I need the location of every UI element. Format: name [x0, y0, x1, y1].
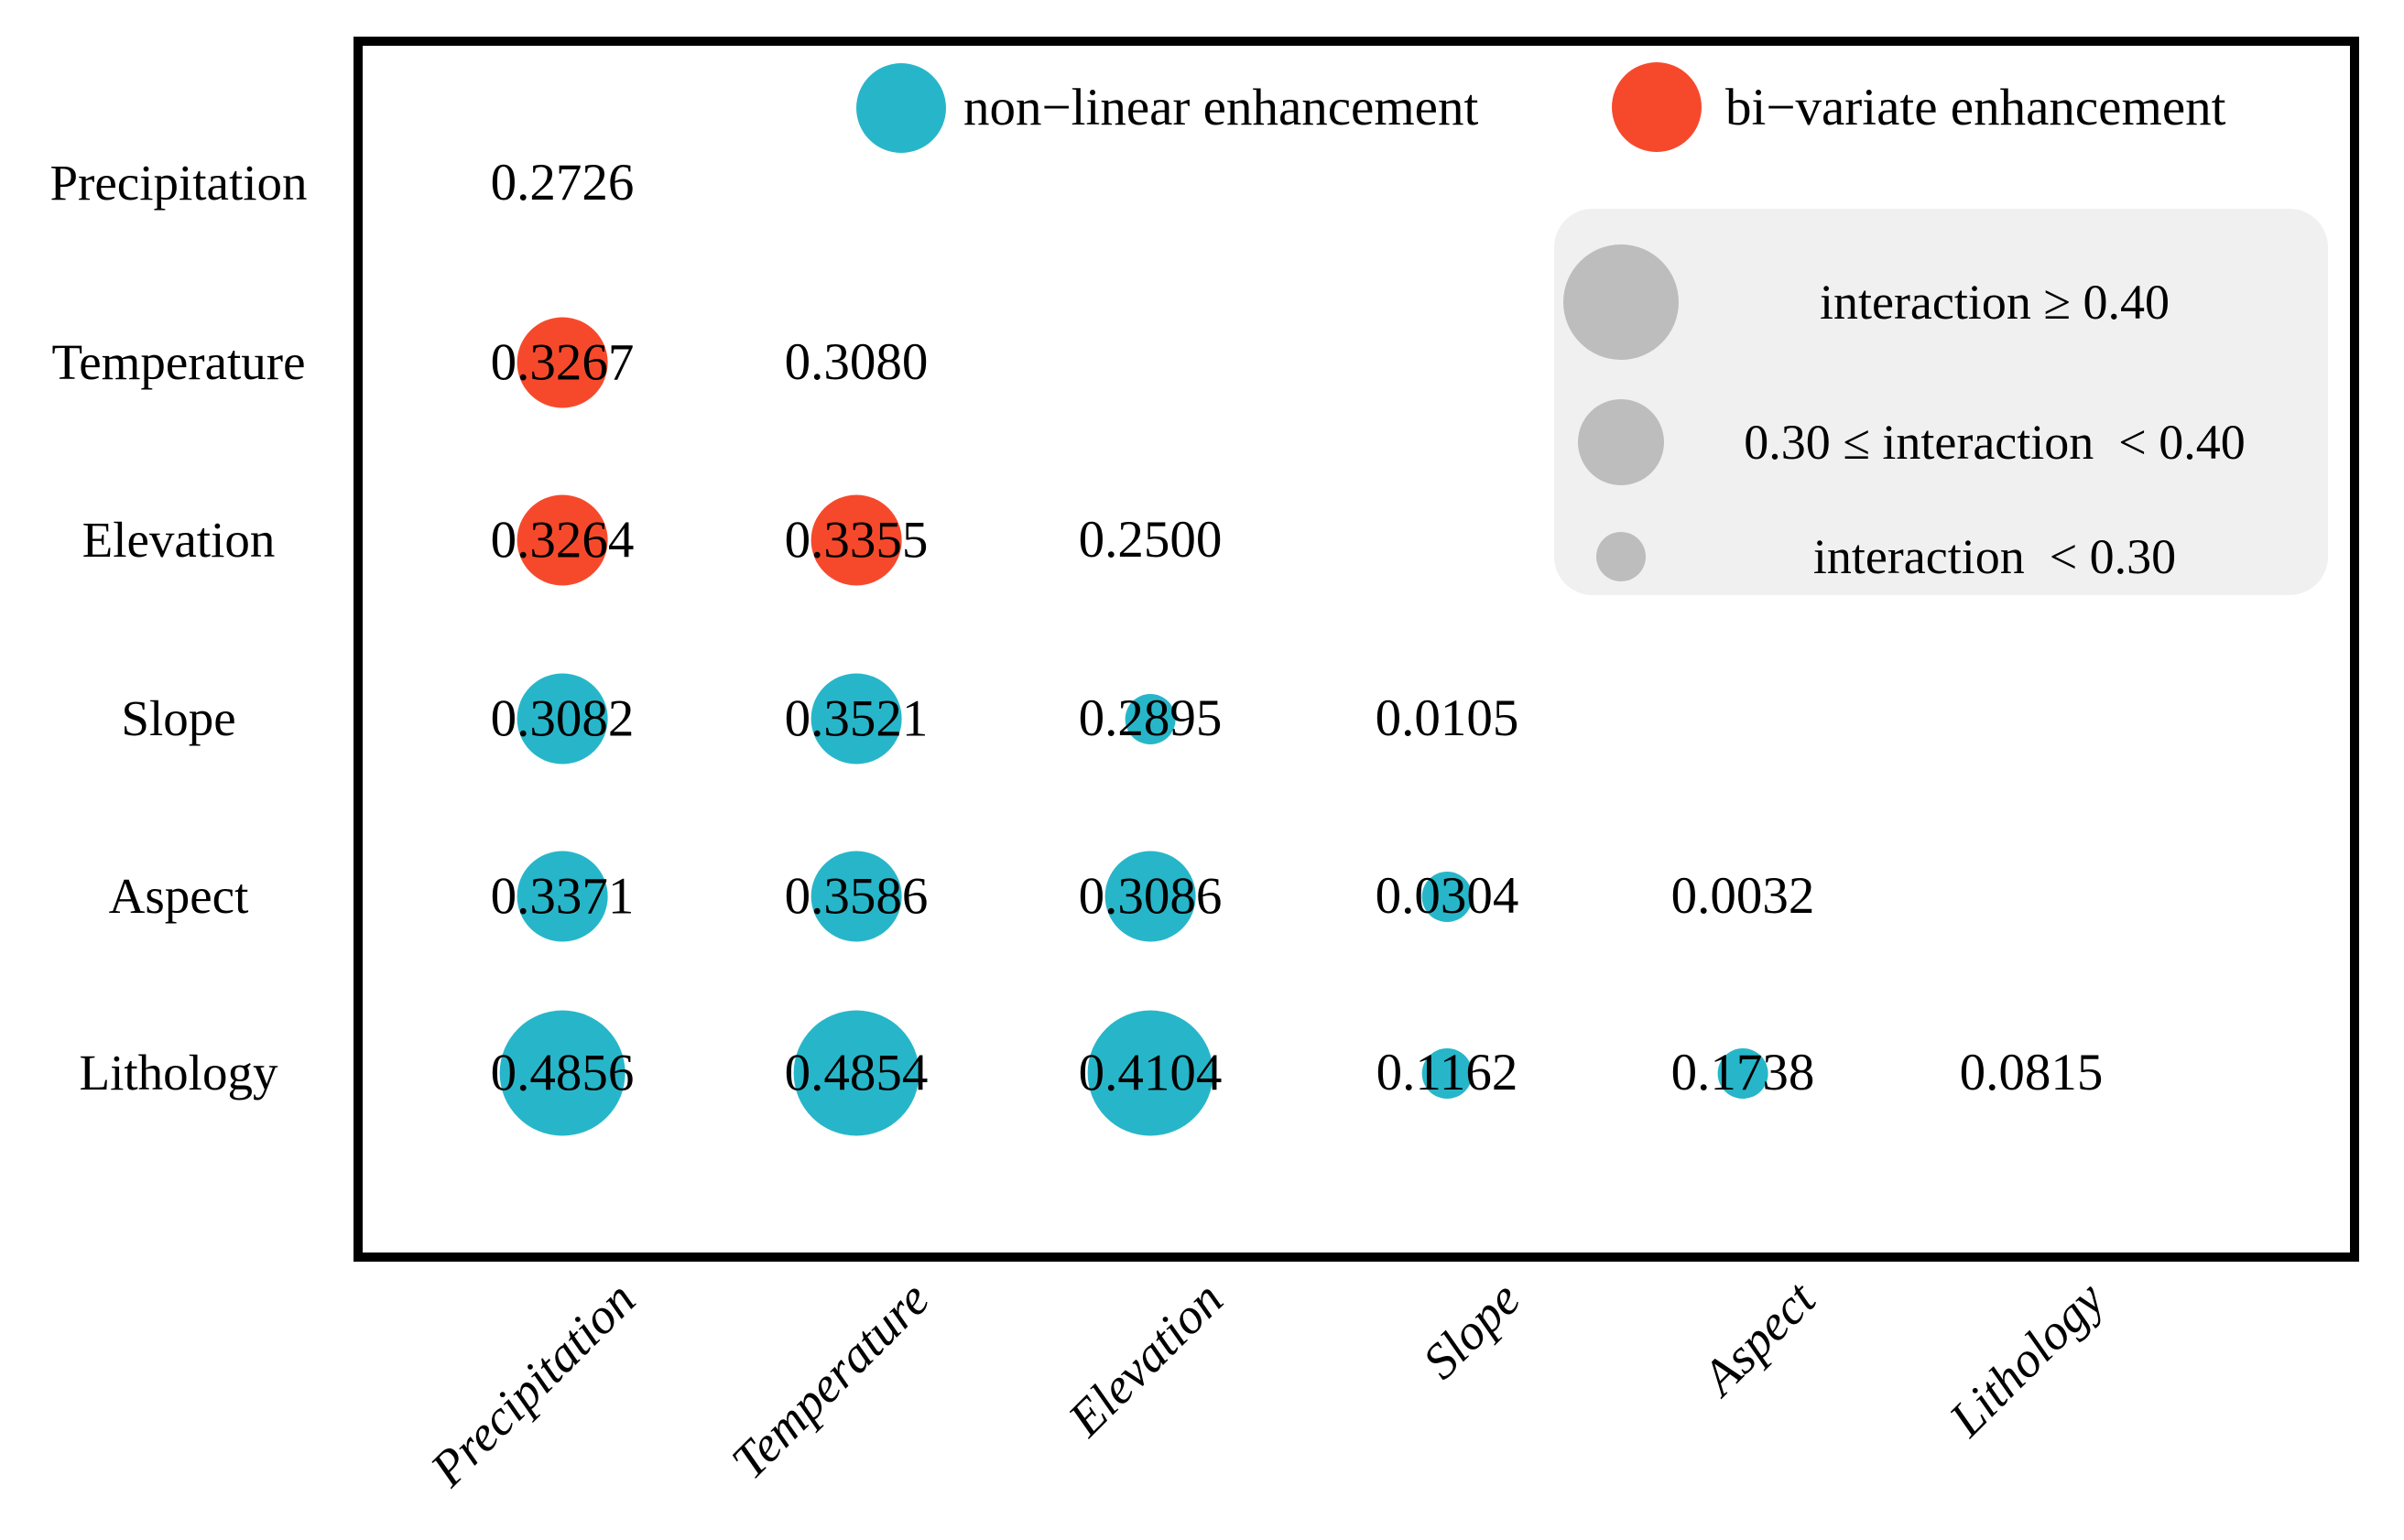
x-label-lithology: Lithology — [1938, 1270, 2116, 1448]
size-legend-box — [1554, 209, 2328, 595]
cell-value: 0.0304 — [1375, 867, 1519, 925]
matrix-cell-aspect-temperature: 0.3586 — [784, 851, 929, 942]
matrix-cell-lithology-precipitation: 0.4856 — [490, 1010, 635, 1136]
row-label-temperature: Temperature — [51, 334, 306, 390]
matrix-cell-lithology-slope: 0.1162 — [1376, 1046, 1518, 1101]
x-label-elevation: Elevation — [1057, 1270, 1235, 1448]
bi-variate-legend-label: bi−variate enhancement — [1725, 79, 2226, 136]
matrix-cell-temperature-precipitation: 0.3267 — [490, 317, 635, 408]
x-label-slope: Slope — [1411, 1270, 1531, 1390]
non-linear-enhancement-bubble — [1717, 1047, 1768, 1099]
non-linear-enhancement-bubble — [793, 1010, 919, 1136]
cell-value: 0.3082 — [490, 689, 635, 747]
cell-value: 0.1738 — [1670, 1044, 1815, 1101]
plot-border — [354, 37, 2359, 1262]
matrix-cell-slope-temperature: 0.3521 — [784, 673, 929, 765]
matrix-cell-slope-elevation: 0.2895 — [1079, 691, 1223, 746]
non-linear-enhancement-bubble — [1421, 871, 1473, 922]
size-legend-label-small: interaction < 0.30 — [1812, 529, 2177, 584]
cell-value: 0.2500 — [1078, 511, 1223, 569]
row-label-lithology: Lithology — [79, 1045, 278, 1101]
non-linear-enhancement-bubble — [517, 673, 608, 765]
cell-value: 0.3080 — [784, 333, 929, 391]
size-legend-label-medium: 0.30 ≤ interaction < 0.40 — [1744, 415, 2246, 470]
cell-value: 0.4856 — [490, 1044, 635, 1101]
cell-value: 0.3086 — [1078, 867, 1223, 925]
x-label-precipitation: Precipitation — [419, 1270, 647, 1497]
matrix-cell-elevation-elevation: 0.2500 — [1079, 513, 1223, 568]
cell-value: 0.2726 — [490, 154, 635, 211]
cell-value: 0.3267 — [490, 333, 635, 391]
bi-variate-enhancement-bubble — [517, 494, 608, 586]
cell-value: 0.3355 — [784, 511, 929, 569]
x-label-aspect: Aspect — [1692, 1270, 1827, 1405]
non-linear-enhancement-bubble — [810, 851, 902, 942]
cell-value: 0.3264 — [490, 511, 635, 569]
matrix-cell-slope-slope: 0.0105 — [1376, 691, 1519, 746]
non-linear-enhancement-bubble — [1125, 693, 1176, 744]
non-linear-enhancement-bubble — [1421, 1047, 1473, 1099]
size-legend-label-large: interaction ≥ 0.40 — [1819, 275, 2170, 330]
row-label-precipitation: Precipitation — [49, 155, 308, 211]
cell-value: 0.4854 — [784, 1044, 929, 1101]
cell-value: 0.3371 — [490, 867, 635, 925]
matrix-cell-aspect-aspect: 0.0032 — [1671, 869, 1815, 924]
non-linear-enhancement-bubble — [1104, 851, 1196, 942]
cell-value: 0.3586 — [784, 867, 929, 925]
size-legend-small-circle-icon — [1596, 532, 1646, 581]
row-label-aspect: Aspect — [108, 868, 249, 924]
non-linear-enhancement-bubble — [499, 1010, 625, 1136]
non-linear-enhancement-bubble — [810, 673, 902, 765]
cell-value: 0.1162 — [1376, 1044, 1518, 1101]
matrix-cell-lithology-aspect: 0.1738 — [1671, 1046, 1815, 1101]
row-label-elevation: Elevation — [82, 512, 276, 568]
matrix-cell-lithology-temperature: 0.4854 — [784, 1010, 929, 1136]
cell-value: 0.4104 — [1078, 1044, 1223, 1101]
non-linear-enhancement-bubble — [517, 851, 608, 942]
x-label-temperature: Temperature — [720, 1270, 941, 1490]
matrix-cell-aspect-slope: 0.0304 — [1376, 869, 1519, 924]
bi-variate-legend-circle-icon — [1612, 62, 1702, 152]
bi-variate-enhancement-bubble — [517, 317, 608, 408]
cell-value: 0.0105 — [1375, 689, 1519, 747]
non-linear-enhancement-bubble — [1087, 1010, 1213, 1136]
matrix-cell-elevation-precipitation: 0.3264 — [490, 494, 635, 586]
non-linear-legend-label: non−linear enhancement — [963, 79, 1479, 136]
matrix-cell-temperature-temperature: 0.3080 — [785, 335, 929, 390]
cell-value: 0.3521 — [784, 689, 929, 747]
cell-value: 0.2895 — [1078, 689, 1223, 747]
size-legend-large-circle-icon — [1563, 244, 1679, 360]
matrix-cell-aspect-elevation: 0.3086 — [1078, 851, 1223, 942]
row-label-slope: Slope — [121, 690, 236, 746]
matrix-cell-elevation-temperature: 0.3355 — [784, 494, 929, 586]
matrix-cell-lithology-lithology: 0.0815 — [1960, 1046, 2104, 1101]
cell-value: 0.0032 — [1670, 867, 1815, 925]
cell-value: 0.0815 — [1959, 1044, 2104, 1101]
matrix-cell-precipitation-precipitation: 0.2726 — [491, 156, 635, 211]
bi-variate-enhancement-bubble — [810, 494, 902, 586]
non-linear-legend-circle-icon — [856, 63, 946, 153]
matrix-cell-slope-precipitation: 0.3082 — [490, 673, 635, 765]
matrix-cell-lithology-elevation: 0.4104 — [1078, 1010, 1223, 1136]
size-legend-medium-circle-icon — [1578, 399, 1664, 485]
matrix-cell-aspect-precipitation: 0.3371 — [490, 851, 635, 942]
